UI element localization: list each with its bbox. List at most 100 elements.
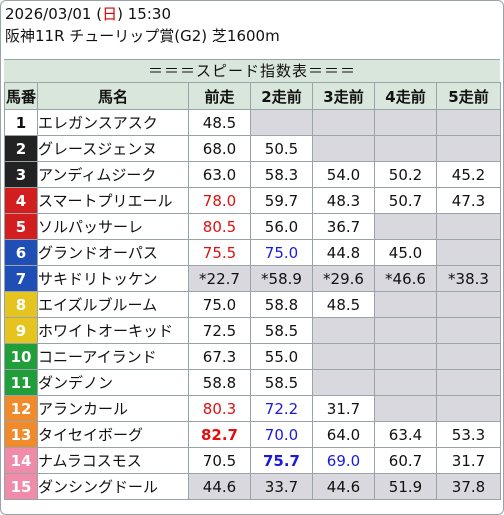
empty-score-cell — [374, 317, 437, 344]
race-date: 2026/03/01 — [5, 5, 92, 23]
score-cell: 53.3 — [436, 421, 501, 448]
horse-number: 8 — [4, 291, 38, 318]
score-cell: *29.6 — [312, 265, 375, 292]
score-cell: 75.0 — [188, 291, 251, 318]
score-cell: 51.9 — [374, 473, 437, 500]
horse-number: 15 — [4, 473, 38, 500]
horse-name: ダンデノン — [37, 369, 189, 396]
score-cell: 54.0 — [312, 161, 375, 188]
horse-number: 10 — [4, 343, 38, 370]
score-cell: 58.3 — [250, 161, 313, 188]
empty-score-cell — [374, 395, 437, 422]
col-header-prev5: 5走前 — [436, 82, 501, 110]
empty-score-cell — [374, 369, 437, 396]
horse-name: ナムラコスモス — [37, 447, 189, 474]
table-row: 15 ダンシングドール 44.6 33.7 44.6 51.9 37.8 — [4, 473, 501, 500]
empty-score-cell — [436, 135, 501, 162]
empty-score-cell — [374, 343, 437, 370]
empty-score-cell — [250, 109, 313, 136]
score-cell: *22.7 — [188, 265, 251, 292]
race-day-open: ( — [96, 5, 103, 23]
empty-score-cell — [374, 109, 437, 136]
empty-score-cell — [436, 109, 501, 136]
score-cell: 58.8 — [250, 291, 313, 318]
score-cell: 67.3 — [188, 343, 251, 370]
empty-score-cell — [436, 213, 501, 240]
horse-name: ホワイトオーキッド — [37, 317, 189, 344]
score-cell: 59.7 — [250, 187, 313, 214]
horse-name: グランドオーパス — [37, 239, 189, 266]
horse-number: 2 — [4, 135, 38, 162]
table-row: 12 アランカール 80.3 72.2 31.7 — [4, 395, 501, 422]
score-cell: 75.5 — [188, 239, 251, 266]
score-cell: 58.5 — [250, 317, 313, 344]
score-cell: 44.6 — [188, 473, 251, 500]
table-header-row: 馬番 馬名 前走 2走前 3走前 4走前 5走前 — [4, 82, 501, 110]
col-header-prev2: 2走前 — [250, 82, 313, 110]
horse-number: 4 — [4, 187, 38, 214]
horse-name: タイセイボーグ — [37, 421, 189, 448]
table-row: 1 エレガンスアスク 48.5 — [4, 109, 501, 136]
empty-score-cell — [374, 135, 437, 162]
score-cell: 69.0 — [312, 447, 375, 474]
score-cell: 80.3 — [188, 395, 251, 422]
horse-name: コニーアイランド — [37, 343, 189, 370]
col-header-prev4: 4走前 — [374, 82, 437, 110]
horse-number: 7 — [4, 265, 38, 292]
score-cell: *38.3 — [436, 265, 501, 292]
empty-score-cell — [436, 239, 501, 266]
col-header-prev1: 前走 — [188, 82, 251, 110]
score-cell: 72.2 — [250, 395, 313, 422]
horse-name: アランカール — [37, 395, 189, 422]
score-cell: 63.4 — [374, 421, 437, 448]
score-cell: 64.0 — [312, 421, 375, 448]
empty-score-cell — [312, 109, 375, 136]
score-cell: 44.8 — [312, 239, 375, 266]
score-cell: 50.7 — [374, 187, 437, 214]
score-cell: 47.3 — [436, 187, 501, 214]
score-cell: 58.8 — [188, 369, 251, 396]
empty-score-cell — [436, 317, 501, 344]
table-row: 4 スマートプリエール 78.0 59.7 48.3 50.7 47.3 — [4, 187, 501, 214]
score-cell: 80.5 — [188, 213, 251, 240]
table-row: 9 ホワイトオーキッド 72.5 58.5 — [4, 317, 501, 344]
score-cell: 36.7 — [312, 213, 375, 240]
horse-number: 6 — [4, 239, 38, 266]
score-cell: 31.7 — [436, 447, 501, 474]
horse-number: 14 — [4, 447, 38, 474]
table-row: 2 グレースジェンヌ 68.0 50.5 — [4, 135, 501, 162]
score-cell: 56.0 — [250, 213, 313, 240]
score-cell: 58.5 — [250, 369, 313, 396]
score-cell: 48.3 — [312, 187, 375, 214]
table-body: 1 エレガンスアスク 48.5 2 グレースジェンヌ 68.0 50.5 3 アンディムジーク 6… — [4, 109, 501, 500]
race-datetime: 2026/03/01 (日) 15:30 — [5, 3, 495, 25]
table-row: 3 アンディムジーク 63.0 58.3 54.0 50.2 45.2 — [4, 161, 501, 188]
empty-score-cell — [312, 369, 375, 396]
table-row: 11 ダンデノン 58.8 58.5 — [4, 369, 501, 396]
score-cell: 33.7 — [250, 473, 313, 500]
score-cell: 68.0 — [188, 135, 251, 162]
horse-name: サキドリトッケン — [37, 265, 189, 292]
score-cell: *46.6 — [374, 265, 437, 292]
horse-name: アンディムジーク — [37, 161, 189, 188]
empty-score-cell — [374, 213, 437, 240]
col-header-number: 馬番 — [4, 82, 38, 110]
race-day-close: ) — [117, 5, 123, 23]
score-cell: 70.5 — [188, 447, 251, 474]
table-row: 13 タイセイボーグ 82.7 70.0 64.0 63.4 53.3 — [4, 421, 501, 448]
score-cell: 78.0 — [188, 187, 251, 214]
horse-name: スマートプリエール — [37, 187, 189, 214]
score-cell: 63.0 — [188, 161, 251, 188]
score-cell: 45.0 — [374, 239, 437, 266]
score-cell: 48.5 — [188, 109, 251, 136]
col-header-name: 馬名 — [37, 82, 189, 110]
table-row: 7 サキドリトッケン *22.7 *58.9 *29.6 *46.6 *38.3 — [4, 265, 501, 292]
horse-number: 3 — [4, 161, 38, 188]
speed-index-table: 馬番 馬名 前走 2走前 3走前 4走前 5走前 1 エレガンスアスク 48.5 2 グ… — [4, 82, 501, 500]
score-cell: 50.2 — [374, 161, 437, 188]
score-cell: 75.7 — [250, 447, 313, 474]
horse-number: 11 — [4, 369, 38, 396]
table-row: 8 エイズルブルーム 75.0 58.8 48.5 — [4, 291, 501, 318]
score-cell: 45.2 — [436, 161, 501, 188]
